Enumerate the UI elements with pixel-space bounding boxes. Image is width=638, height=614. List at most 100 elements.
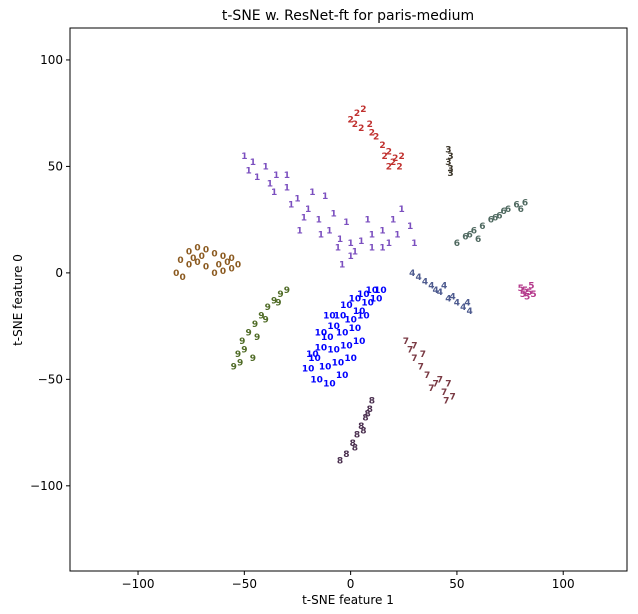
data-point: 1 — [273, 171, 279, 181]
data-point: 4 — [467, 307, 473, 317]
data-point: 6 — [496, 211, 502, 221]
data-point: 2 — [382, 152, 388, 162]
data-point: 9 — [237, 358, 243, 368]
x-tick-label: 100 — [552, 577, 575, 591]
data-point: 8 — [352, 443, 358, 453]
data-point: 6 — [518, 205, 524, 215]
data-point: 10 — [344, 316, 357, 326]
data-point: 7 — [450, 392, 456, 402]
data-point: 0 — [203, 245, 209, 255]
data-point: 0 — [194, 258, 200, 268]
data-point: 2 — [399, 152, 405, 162]
data-point: 4 — [460, 303, 466, 313]
data-point: 4 — [409, 269, 415, 279]
data-point: 1 — [411, 239, 417, 249]
data-point: 6 — [467, 231, 473, 241]
data-point: 9 — [262, 316, 268, 326]
data-point: 7 — [443, 397, 449, 407]
data-point: 7 — [411, 354, 417, 364]
data-point: 8 — [365, 409, 371, 419]
data-point: 4 — [441, 282, 447, 292]
data-point: 9 — [235, 350, 241, 360]
data-point: 7 — [445, 380, 451, 390]
data-point: 1 — [347, 252, 353, 262]
data-point: 0 — [190, 254, 196, 264]
data-point: 6 — [479, 222, 485, 232]
data-point: 1 — [250, 158, 256, 168]
data-point: 0 — [186, 260, 192, 270]
data-point: 10 — [370, 294, 383, 304]
data-point: 9 — [250, 354, 256, 364]
data-point: 4 — [433, 286, 439, 296]
data-point: 3 — [447, 169, 453, 179]
data-point: 1 — [305, 205, 311, 215]
data-point: 7 — [428, 384, 434, 394]
data-point: 2 — [352, 120, 358, 130]
data-point: 6 — [475, 235, 481, 245]
data-point: 0 — [235, 260, 241, 270]
data-point: 5 — [520, 290, 526, 300]
data-point: 2 — [390, 158, 396, 168]
data-point: 0 — [211, 250, 217, 260]
y-tick-label: 100 — [40, 53, 63, 67]
data-point: 5 — [524, 292, 530, 302]
data-point: 7 — [424, 371, 430, 381]
data-point: 2 — [369, 128, 375, 138]
data-point: 4 — [437, 288, 443, 298]
data-point: 0 — [220, 267, 226, 277]
data-point: 1 — [322, 192, 328, 202]
data-point: 3 — [447, 165, 453, 175]
data-point: 5 — [518, 284, 524, 294]
series-10: 1010101010101010101010101010101010101010… — [302, 286, 387, 390]
data-point: 7 — [441, 388, 447, 398]
data-point: 1 — [301, 214, 307, 224]
data-point: 7 — [403, 337, 409, 347]
data-point: 0 — [224, 258, 230, 268]
data-point: 1 — [390, 216, 396, 226]
data-point: 1 — [399, 205, 405, 215]
data-point: 0 — [216, 260, 222, 270]
data-point: 2 — [354, 109, 360, 119]
data-point: 1 — [343, 218, 349, 228]
data-point: 1 — [267, 179, 273, 189]
data-point: 4 — [454, 299, 460, 309]
data-point: 1 — [407, 222, 413, 232]
data-point: 10 — [336, 329, 349, 339]
data-point: 6 — [462, 233, 468, 243]
data-point: 1 — [379, 226, 385, 236]
data-point: 1 — [288, 201, 294, 211]
data-point: 0 — [203, 262, 209, 272]
data-point: 10 — [319, 363, 332, 373]
chart-title: t-SNE w. ResNet-ft for paris-medium — [222, 8, 474, 24]
data-point: 1 — [294, 194, 300, 204]
data-point: 2 — [360, 105, 366, 115]
data-point: 0 — [228, 265, 234, 275]
data-point: 10 — [302, 365, 315, 375]
y-tick-label: −100 — [30, 479, 63, 493]
data-point: 10 — [357, 311, 370, 321]
data-point: 1 — [318, 231, 324, 241]
data-point: 10 — [336, 371, 349, 381]
data-point: 8 — [362, 414, 368, 424]
data-point: 1 — [369, 243, 375, 253]
data-point: 5 — [528, 282, 534, 292]
x-axis-label: t-SNE feature 1 — [302, 593, 394, 607]
data-point: 10 — [366, 286, 379, 296]
data-point: 9 — [271, 297, 277, 307]
data-point: 10 — [321, 333, 334, 343]
data-point: 10 — [310, 375, 323, 385]
x-tick-label: −50 — [232, 577, 257, 591]
data-point: 5 — [522, 286, 528, 296]
data-point: 5 — [530, 290, 536, 300]
data-point: 0 — [177, 256, 183, 266]
data-point: 6 — [505, 205, 511, 215]
data-point: 8 — [337, 456, 343, 466]
data-point: 2 — [373, 133, 379, 143]
data-point: 10 — [334, 311, 347, 321]
data-point: 2 — [358, 124, 364, 134]
